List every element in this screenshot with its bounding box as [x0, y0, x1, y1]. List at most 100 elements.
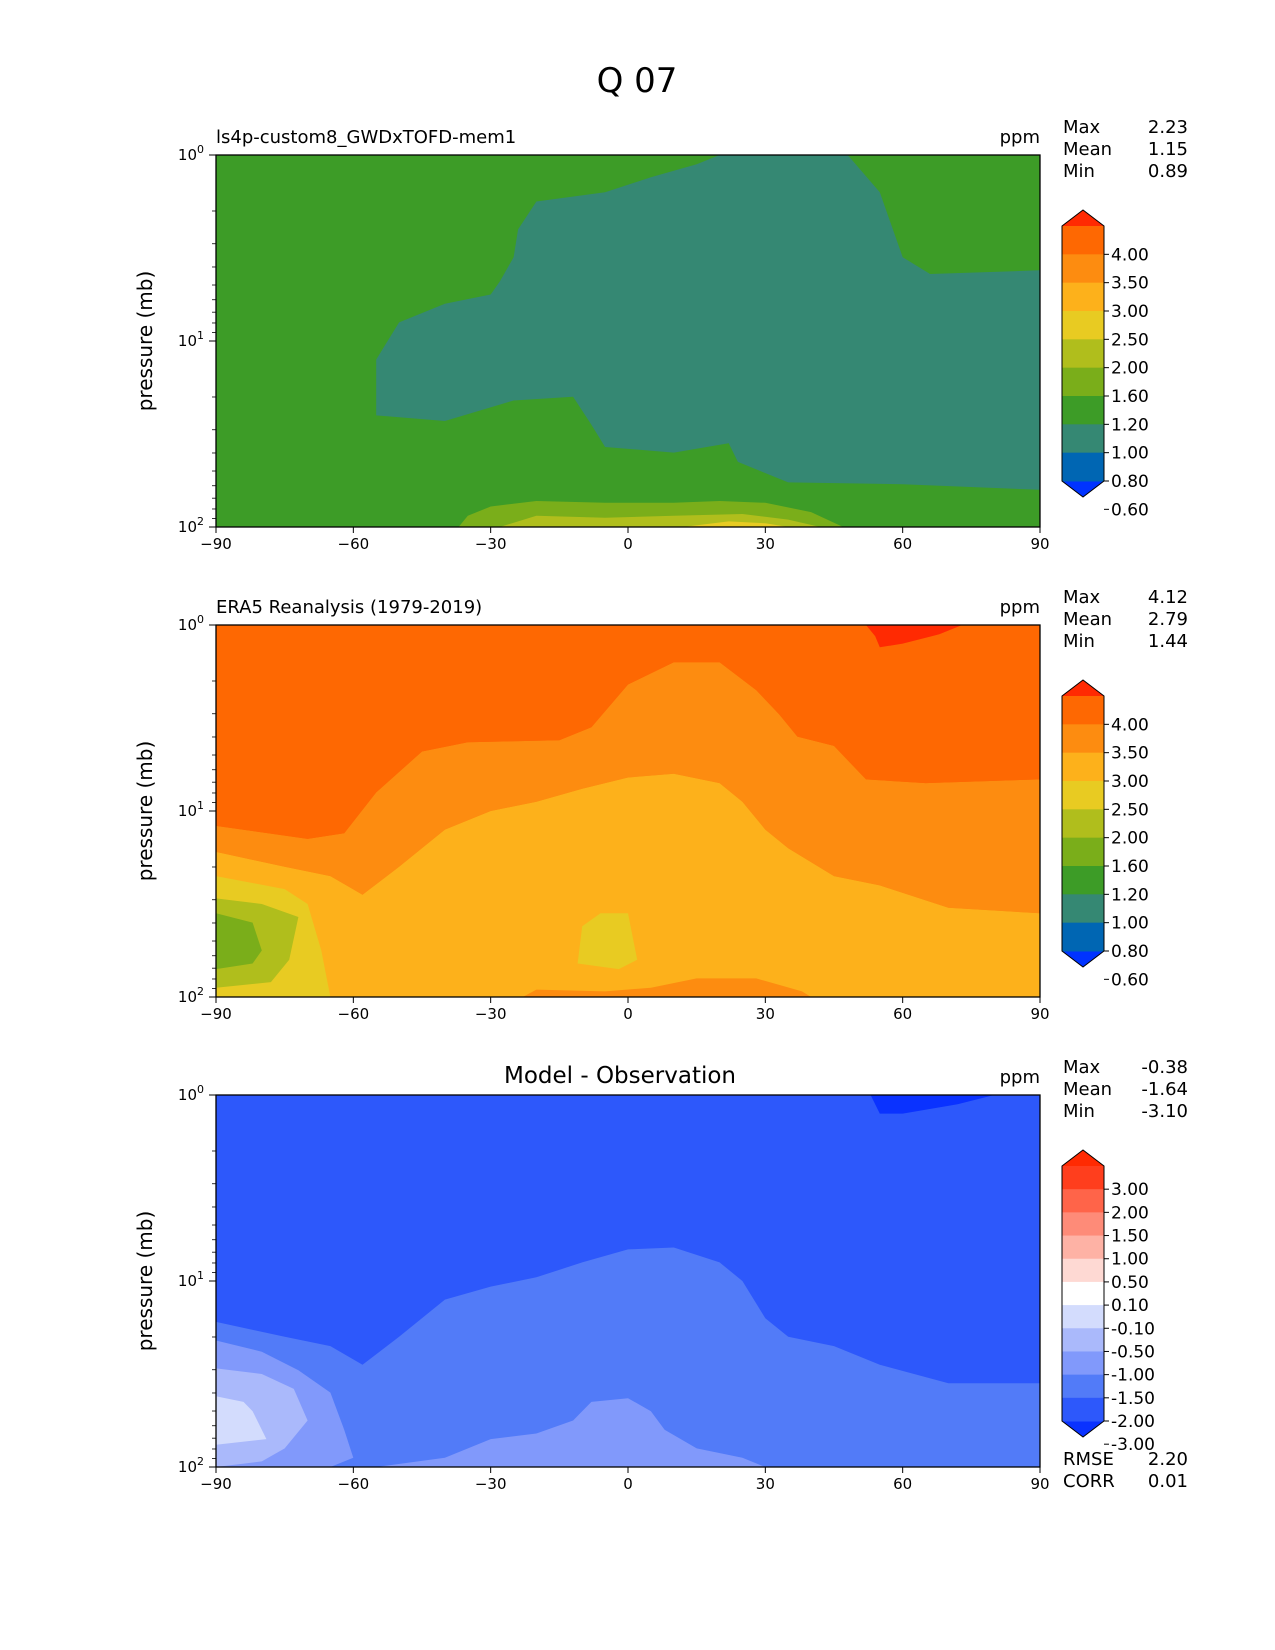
colorbar-label: 1.00 — [1111, 444, 1149, 464]
x-tick-label: −60 — [338, 1475, 370, 1493]
footer-stat-value: 0.01 — [1148, 1471, 1188, 1492]
contour-region — [376, 1398, 766, 1467]
x-tick-label: −60 — [338, 1005, 370, 1023]
colorbar-label: 0.80 — [1111, 472, 1149, 492]
colorbar-label: 2.50 — [1111, 800, 1149, 820]
colorbar-bin — [1062, 781, 1104, 810]
colorbar-bin — [1062, 1166, 1104, 1190]
x-tick-label: −30 — [475, 535, 507, 553]
colorbar-extend-min — [1062, 1421, 1104, 1437]
x-tick-label: 60 — [893, 535, 912, 553]
colorbar-label: 1.50 — [1111, 1227, 1149, 1247]
contour-region — [216, 773, 1040, 997]
x-tick-label: 90 — [1030, 535, 1049, 553]
colorbar-label: -0.10 — [1111, 1319, 1155, 1339]
colorbar-label: 2.00 — [1111, 359, 1149, 379]
colorbar-label: 1.60 — [1111, 387, 1149, 407]
colorbar-label: 0.50 — [1111, 1273, 1149, 1293]
contour-region — [577, 913, 638, 970]
colorbar-bin — [1062, 696, 1104, 725]
stat-label: Min — [1063, 1101, 1095, 1122]
colorbar-bin — [1062, 452, 1104, 482]
x-tick-label: 0 — [623, 535, 633, 553]
y-tick-label: 100 — [178, 1083, 204, 1104]
x-tick-label: 60 — [893, 1005, 912, 1023]
x-tick-label: 30 — [756, 1475, 775, 1493]
colorbar-label: 1.20 — [1111, 415, 1149, 435]
panel-2: −90 −60 −30 0 30 60 90 100 101 102 pressure (mb) ER… — [133, 587, 1188, 1023]
colorbar-bin — [1062, 1281, 1104, 1306]
colorbar-label: 3.50 — [1111, 744, 1149, 764]
x-tick-label: 30 — [756, 1005, 775, 1023]
units-label: ppm — [1000, 597, 1040, 618]
colorbar-label: 2.00 — [1111, 829, 1149, 849]
y-axis-label: pressure (mb) — [133, 741, 157, 882]
colorbar-bin — [1062, 1212, 1104, 1237]
colorbar-label: 3.00 — [1111, 1180, 1149, 1200]
panel-1: −90 −60 −30 0 30 60 90 100 101 102 pressure (mb) ls… — [133, 117, 1188, 553]
y-tick-label: 101 — [178, 799, 204, 820]
colorbar-label: 0.80 — [1111, 942, 1149, 962]
x-tick-label: −30 — [475, 1475, 507, 1493]
colorbar-bin — [1062, 339, 1104, 369]
colorbar: 4.00 3.50 3.00 2.50 2.00 1.60 1.20 1.00 0.80 0.60 — [1061, 679, 1149, 990]
colorbar-bin — [1062, 254, 1104, 284]
contour-region — [376, 155, 1040, 490]
colorbar-label: -1.00 — [1111, 1366, 1155, 1386]
colorbar-bin — [1062, 311, 1104, 340]
stat-value: 1.15 — [1148, 139, 1188, 160]
x-tick-label: −90 — [200, 535, 232, 553]
panel-title: ls4p-custom8_GWDxTOFD-mem1 — [216, 127, 516, 148]
colorbar-bin — [1062, 1305, 1104, 1329]
stat-value: 4.12 — [1148, 587, 1188, 608]
colorbar-label: 3.50 — [1111, 274, 1149, 294]
units-label: ppm — [1000, 1067, 1040, 1088]
y-tick-label: 100 — [178, 143, 204, 164]
x-tick-label: −90 — [200, 1005, 232, 1023]
panel-title: ERA5 Reanalysis (1979-2019) — [216, 597, 482, 618]
contour-region — [216, 1247, 1040, 1467]
y-tick-label: 100 — [178, 613, 204, 634]
colorbar-bin — [1062, 894, 1104, 924]
stat-label: Max — [1063, 587, 1101, 608]
colorbar-bin — [1062, 1351, 1104, 1376]
y-axis-label: pressure (mb) — [133, 1211, 157, 1352]
panel-3: −90 −60 −30 0 30 60 90 100 101 102 pressure (mb) Mo… — [133, 1057, 1188, 1493]
x-tick-label: 60 — [893, 1475, 912, 1493]
colorbar-label: 2.50 — [1111, 330, 1149, 350]
colorbar-bin — [1062, 282, 1104, 312]
colorbar-label: 1.00 — [1111, 1250, 1149, 1270]
stat-label: Max — [1063, 117, 1101, 138]
colorbar-label: 0.60 — [1111, 970, 1149, 990]
colorbar-bin — [1062, 809, 1104, 839]
x-tick-label: −60 — [338, 535, 370, 553]
stat-value: 0.89 — [1148, 161, 1188, 182]
colorbar-label: 1.00 — [1111, 914, 1149, 934]
stat-value: 1.44 — [1148, 631, 1188, 652]
y-tick-label: 102 — [178, 985, 204, 1006]
contour-region — [522, 978, 812, 997]
stat-label: Mean — [1063, 609, 1112, 630]
colorbar-bin — [1062, 1397, 1104, 1422]
colorbar-label: -2.00 — [1111, 1412, 1155, 1432]
colorbar-bin — [1062, 866, 1104, 895]
colorbar-bin — [1062, 752, 1104, 782]
footer-stat-label: CORR — [1063, 1471, 1115, 1492]
colorbar-label: -0.50 — [1111, 1342, 1155, 1362]
y-axis-label: pressure (mb) — [133, 271, 157, 412]
colorbar-bin — [1062, 1258, 1104, 1283]
colorbar-label: 3.00 — [1111, 772, 1149, 792]
contour-region — [682, 521, 789, 527]
colorbar-label: 0.10 — [1111, 1296, 1149, 1316]
stat-label: Min — [1063, 161, 1095, 182]
x-tick-label: 30 — [756, 535, 775, 553]
colorbar-bin — [1062, 1189, 1104, 1213]
stat-label: Mean — [1063, 139, 1112, 160]
colorbar-bin — [1062, 1235, 1104, 1260]
colorbar-bin — [1062, 367, 1104, 397]
contour-region — [216, 662, 1040, 914]
colorbar-bin — [1062, 1328, 1104, 1352]
colorbar-label: 1.20 — [1111, 885, 1149, 905]
contour-region — [866, 625, 963, 648]
